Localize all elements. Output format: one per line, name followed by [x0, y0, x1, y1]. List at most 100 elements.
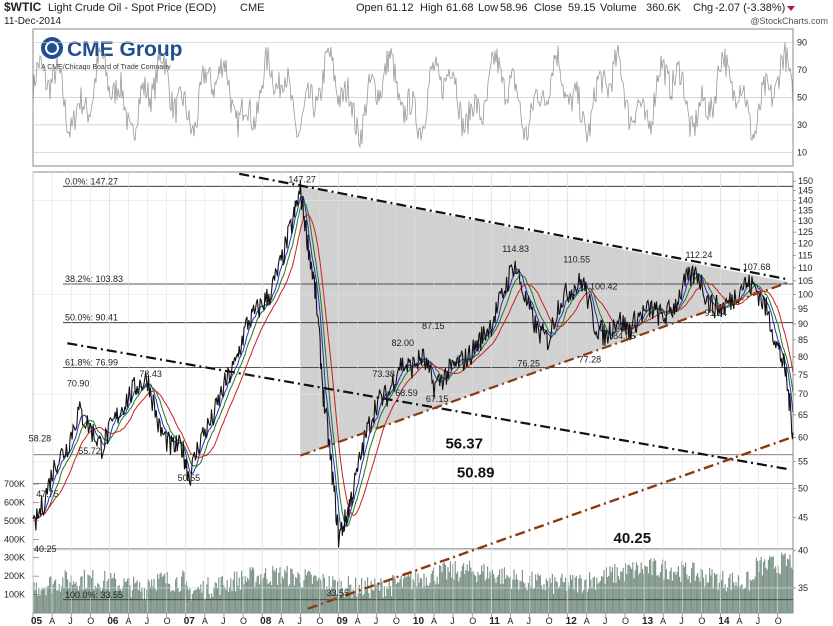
axes-layer: 90 70 50 30 10 700K 600K 500K 400K 300K 200K 100K 15…: [4, 38, 813, 626]
logo-tagline: A CME/Chicago Board of Trade Company: [41, 64, 171, 71]
price-tick-label: 95: [798, 304, 808, 314]
chart-date: 11-Dec-2014: [4, 16, 62, 27]
time-tick-label: O: [393, 616, 400, 626]
watermark: @StockCharts.com: [750, 16, 828, 26]
volume-tick-label: 600K: [4, 497, 25, 507]
price-annotation: 87.15: [422, 321, 445, 331]
time-tick-label: 10: [413, 616, 425, 626]
time-tick-label: O: [698, 616, 705, 626]
price-annotation: 82.00: [391, 338, 414, 348]
rsi-tick-label: 90: [797, 38, 807, 48]
chart-exchange: CME: [240, 2, 264, 14]
support-level-label: 40.25: [614, 530, 652, 547]
price-annotation: 50.55: [178, 473, 201, 483]
cme-group-logo: CME Group A CME/Chicago Board of Trade C…: [41, 37, 183, 71]
channel-upper-trendline: [67, 342, 790, 471]
wedge-shading: [300, 186, 790, 456]
volume-tick-label: 300K: [4, 553, 25, 563]
time-tick-label: J: [526, 616, 531, 626]
price-tick-label: 70: [798, 389, 808, 399]
support-level-label: 56.37: [445, 436, 483, 453]
chg-value: -2.07 (-3.38%): [715, 2, 785, 14]
price-annotation: 76.25: [517, 358, 540, 368]
price-annotation: 91.24: [705, 308, 728, 318]
close-value: 59.15: [568, 2, 596, 14]
fibonacci-label: 0.0%: 147.27: [65, 176, 118, 186]
time-tick-label: 13: [642, 616, 654, 626]
long-term-support-trendline: [307, 437, 790, 610]
time-tick-label: A: [660, 616, 666, 626]
fibonacci-label: 50.0%: 90.41: [65, 313, 118, 323]
rsi-tick-label: 10: [797, 147, 807, 157]
time-tick-label: O: [316, 616, 323, 626]
price-annotation: 147.27: [288, 174, 316, 184]
time-tick-label: 05: [31, 616, 43, 626]
volume-tick-label: 100K: [4, 590, 25, 600]
time-tick-label: A: [355, 616, 361, 626]
fibonacci-label: 61.8%: 76.99: [65, 358, 118, 368]
price-tick-label: 100: [798, 290, 813, 300]
price-tick-label: 65: [798, 410, 808, 420]
time-tick-label: J: [297, 616, 302, 626]
volume-tick-label: 700K: [4, 479, 25, 489]
rsi-tick-label: 30: [797, 120, 807, 130]
open-label: Open: [356, 2, 383, 14]
low-label: Low: [478, 2, 498, 14]
rsi-line: [32, 41, 794, 149]
price-tick-label: 90: [798, 319, 808, 329]
time-tick-label: 09: [337, 616, 349, 626]
price-annotation: 114.83: [502, 244, 529, 254]
volume-value: 360.6K: [646, 2, 682, 14]
rsi-layer: [32, 41, 794, 153]
price-annotation: 33.55: [327, 588, 350, 598]
label-layer: 0.0%: 147.27 38.2%: 103.83 50.0%: 90.41 61.…: [29, 174, 771, 599]
time-tick-label: J: [221, 616, 226, 626]
time-tick-label: J: [450, 616, 455, 626]
price-annotation: 40.25: [34, 544, 57, 554]
time-tick-label: 07: [184, 616, 196, 626]
price-annotation: 47.75: [36, 489, 59, 499]
price-tick-label: 80: [798, 352, 808, 362]
time-tick-label: A: [431, 616, 437, 626]
high-value: 61.68: [446, 2, 474, 14]
time-tick-label: J: [374, 616, 379, 626]
price-annotation: 77.28: [579, 355, 602, 365]
price-tick-label: 110: [798, 263, 812, 273]
chart-instrument-name: Light Crude Oil - Spot Price (EOD): [48, 2, 216, 14]
price-tick-label: 75: [798, 370, 808, 380]
price-annotation: 70.90: [67, 379, 90, 389]
fibonacci-label: 100.0%: 33.55: [65, 590, 123, 600]
wedge-upper-trendline: [239, 172, 790, 281]
price-tick-label: 85: [798, 335, 808, 345]
rsi-tick-label: 70: [797, 65, 807, 75]
price-annotation: 100.42: [590, 281, 618, 291]
time-tick-label: 14: [718, 616, 730, 626]
time-tick-label: 11: [489, 616, 500, 626]
price-tick-label: 120: [798, 239, 813, 249]
rsi-tick-label: 50: [797, 93, 807, 103]
time-tick-label: O: [775, 616, 782, 626]
price-annotation: 67.15: [426, 394, 449, 404]
price-tick-label: 45: [798, 513, 808, 523]
price-annotation: 110.55: [563, 254, 590, 264]
price-tick-label: 125: [798, 227, 813, 237]
low-value: 58.96: [500, 2, 528, 14]
price-tick-label: 130: [798, 216, 813, 226]
price-annotation: 73.43: [139, 369, 162, 379]
time-tick-label: A: [202, 616, 208, 626]
trendline-layer: [67, 172, 790, 610]
price-tick-label: 50: [798, 483, 808, 493]
time-tick-label: O: [87, 616, 94, 626]
time-tick-label: A: [125, 616, 131, 626]
volume-label: Volume: [600, 2, 637, 14]
price-annotation: 112.24: [686, 250, 713, 260]
time-tick-label: J: [603, 616, 608, 626]
price-tick-label: 40: [798, 546, 808, 556]
price-layer: [32, 179, 794, 548]
time-tick-label: O: [622, 616, 629, 626]
price-tick-label: 145: [798, 186, 813, 196]
chart-symbol: $WTIC: [4, 0, 42, 14]
volume-tick-label: 400K: [4, 534, 25, 544]
support-level-label: 50.89: [457, 464, 495, 481]
